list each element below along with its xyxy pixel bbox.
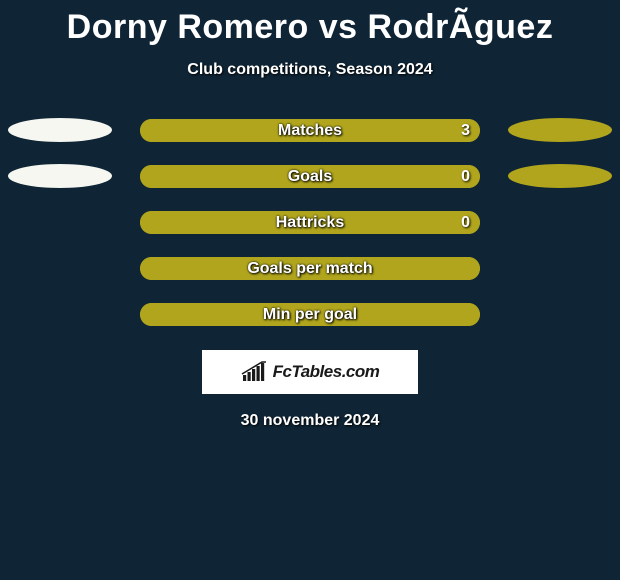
pct-ellipse-left — [8, 164, 112, 188]
snapshot-date: 30 november 2024 — [0, 412, 620, 430]
stat-bar: Min per goal — [140, 303, 480, 326]
page-subtitle: Club competitions, Season 2024 — [0, 61, 620, 79]
badge-text: FcTables.com — [273, 362, 380, 382]
stat-value-right: 0 — [461, 211, 470, 234]
page-title: Dorny Romero vs RodrÃ­guez — [0, 0, 620, 47]
stat-value-right: 0 — [461, 165, 470, 188]
stat-row: Min per goal — [0, 303, 620, 326]
stat-label: Goals — [140, 165, 480, 188]
stat-bar: Hattricks — [140, 211, 480, 234]
stat-value-right: 3 — [461, 119, 470, 142]
comparison-rows: Matches3Goals0Hattricks0Goals per matchM… — [0, 119, 620, 326]
stat-bar: Goals per match — [140, 257, 480, 280]
stat-label: Hattricks — [140, 211, 480, 234]
stat-row: Goals per match — [0, 257, 620, 280]
bar-chart-icon — [241, 361, 267, 383]
pct-ellipse-left — [8, 118, 112, 142]
stat-label: Min per goal — [140, 303, 480, 326]
stat-label: Matches — [140, 119, 480, 142]
pct-ellipse-right — [508, 118, 612, 142]
stat-row: Matches3 — [0, 119, 620, 142]
stat-label: Goals per match — [140, 257, 480, 280]
stat-row: Hattricks0 — [0, 211, 620, 234]
source-badge: FcTables.com — [202, 350, 418, 394]
stat-row: Goals0 — [0, 165, 620, 188]
stat-bar: Goals — [140, 165, 480, 188]
stat-bar: Matches — [140, 119, 480, 142]
pct-ellipse-right — [508, 164, 612, 188]
